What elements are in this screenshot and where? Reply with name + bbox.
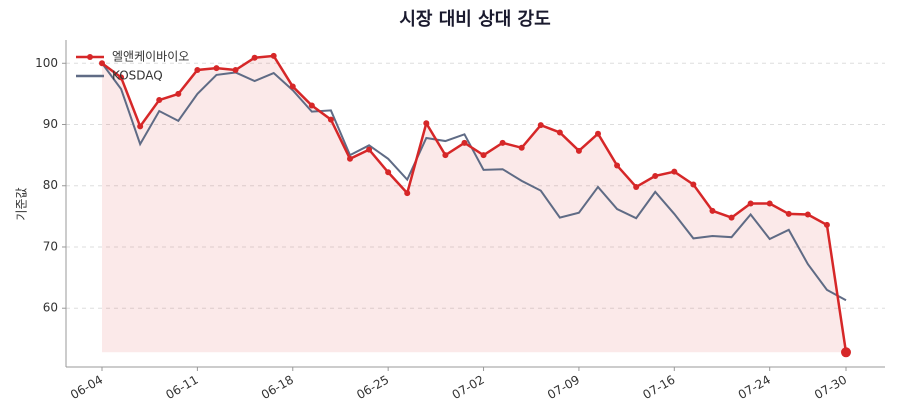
point [785, 210, 792, 217]
point [327, 116, 334, 123]
x-tick-label: 07-24 [736, 373, 773, 403]
point [556, 129, 563, 136]
legend-marker [87, 54, 93, 60]
point [175, 90, 182, 97]
point [690, 181, 697, 188]
point [747, 200, 754, 207]
point [385, 169, 392, 176]
point [499, 139, 506, 146]
series-line [101, 54, 848, 353]
point [366, 146, 373, 153]
x-tick-label: 07-30 [812, 373, 849, 403]
x-tick-label: 06-25 [354, 373, 391, 403]
x-tick-label: 07-09 [545, 373, 582, 403]
point [614, 162, 621, 169]
area [102, 55, 846, 353]
point [251, 54, 258, 61]
y-tick-label: 100 [35, 56, 58, 70]
point [270, 52, 277, 59]
y-tick-label: 80 [43, 178, 58, 192]
series-line [101, 62, 847, 302]
point [137, 123, 144, 130]
point [709, 207, 716, 214]
x-tick-label: 06-04 [68, 373, 105, 403]
x-tick-label: 06-18 [259, 373, 296, 403]
point [633, 183, 640, 190]
legend-label: KOSDAQ [112, 69, 163, 83]
point [652, 172, 659, 179]
point [194, 67, 201, 74]
point [671, 168, 678, 175]
point [99, 60, 105, 67]
point [841, 347, 851, 358]
x-tick-label: 07-16 [640, 373, 677, 403]
point [575, 147, 582, 154]
x-tick-label: 06-11 [163, 373, 200, 403]
y-axis-label: 기준값 [15, 187, 29, 220]
legend-label: 엘앤케이바이오 [112, 50, 189, 64]
point [423, 120, 430, 127]
point [289, 83, 296, 90]
point [118, 74, 125, 81]
point [156, 97, 163, 104]
point [461, 139, 468, 146]
point [308, 102, 315, 109]
point [404, 190, 411, 197]
chart-title: 시장 대비 상대 강도 [399, 9, 550, 30]
point [537, 122, 544, 129]
point [766, 200, 773, 207]
y-tick-label: 70 [43, 239, 58, 253]
y-tick-label: 60 [43, 301, 58, 315]
point [518, 144, 525, 151]
point [804, 211, 811, 218]
point [213, 65, 220, 72]
point [480, 152, 487, 159]
y-tick-label: 90 [43, 117, 58, 131]
point [347, 155, 353, 162]
point [823, 221, 830, 228]
point [232, 67, 239, 74]
x-tick-label: 07-02 [450, 373, 487, 403]
point [595, 130, 601, 137]
point [442, 152, 449, 159]
point [728, 214, 735, 221]
